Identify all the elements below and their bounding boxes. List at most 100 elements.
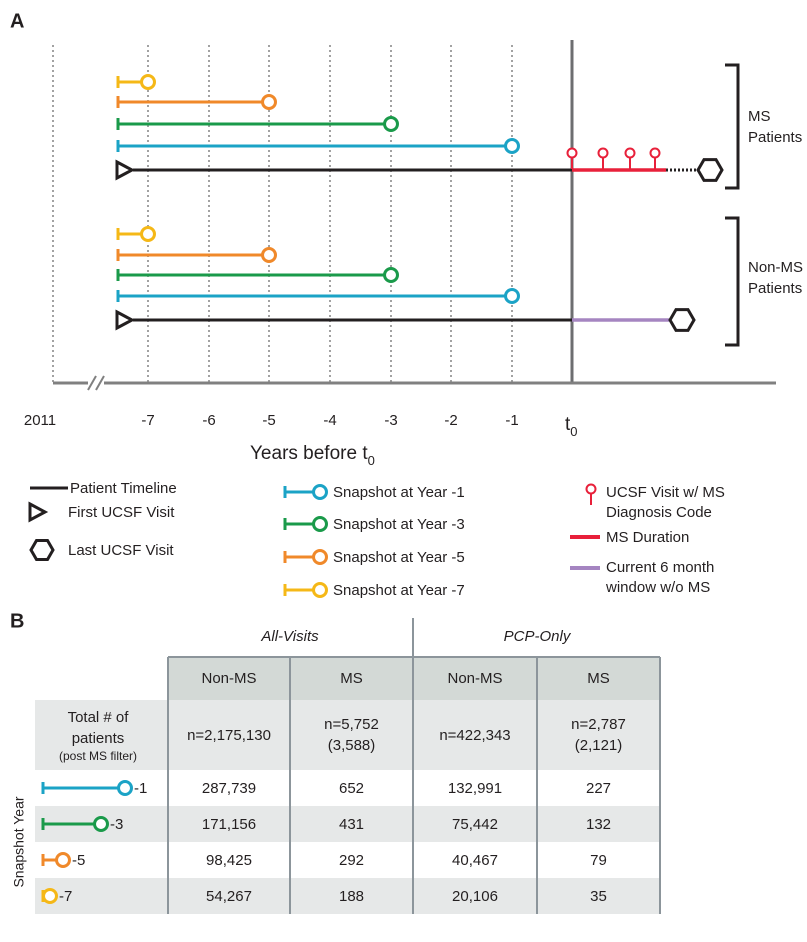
legend-text: UCSF Visit w/ MS bbox=[606, 484, 725, 501]
first-visit-icon bbox=[115, 159, 136, 181]
axis-label-main: Years before t bbox=[250, 443, 368, 464]
legend-text: MS Duration bbox=[606, 529, 689, 546]
group-label: Patients bbox=[748, 280, 802, 297]
table-cell: 292 bbox=[339, 852, 364, 869]
table-cell: 98,425 bbox=[206, 852, 252, 869]
table-cell: 75,442 bbox=[452, 816, 498, 833]
snapshot-end bbox=[383, 116, 399, 132]
axis-label-sub: 0 bbox=[368, 453, 375, 468]
table-cell: n=422,343 bbox=[439, 727, 510, 744]
column-header: Non-MS bbox=[201, 670, 256, 687]
ms-visit-pin bbox=[597, 147, 609, 159]
last-visit-icon bbox=[668, 308, 696, 332]
snapshot-end bbox=[504, 138, 520, 154]
year-label: 2011 bbox=[24, 412, 56, 429]
axis-break-gap bbox=[88, 377, 104, 389]
year-label: -5 bbox=[262, 412, 275, 429]
table-cell: (3,588) bbox=[328, 737, 376, 754]
legend-text: Diagnosis Code bbox=[606, 504, 712, 521]
table-cell: 188 bbox=[339, 888, 364, 905]
table-cell: 287,739 bbox=[202, 780, 256, 797]
snapshot-end bbox=[261, 247, 277, 263]
snapshot-end bbox=[312, 582, 328, 598]
table-cell: 40,467 bbox=[452, 852, 498, 869]
last-visit-icon bbox=[696, 158, 724, 182]
column-header: MS bbox=[340, 670, 363, 687]
snapshot-end bbox=[117, 780, 133, 796]
table-cell: 171,156 bbox=[202, 816, 256, 833]
snapshot-end bbox=[42, 888, 58, 904]
snapshot-end bbox=[261, 94, 277, 110]
column-header: Non-MS bbox=[447, 670, 502, 687]
first-visit-icon bbox=[28, 501, 49, 523]
snapshot-end bbox=[312, 549, 328, 565]
legend-text: First UCSF Visit bbox=[68, 504, 175, 521]
table-cell: 35 bbox=[590, 888, 607, 905]
table-cell: 132 bbox=[586, 816, 611, 833]
row-bg bbox=[35, 806, 660, 842]
table-cell: n=2,787 bbox=[571, 716, 626, 733]
snapshot-end bbox=[55, 852, 71, 868]
snapshot-end bbox=[140, 74, 156, 90]
table-cell: n=5,752 bbox=[324, 716, 379, 733]
table-cell: 227 bbox=[586, 780, 611, 797]
row-axis-label: Snapshot Year bbox=[11, 796, 27, 887]
table-cell: 79 bbox=[590, 852, 607, 869]
snapshot-end bbox=[383, 267, 399, 283]
year-label: -4 bbox=[323, 412, 336, 429]
table-cell: 54,267 bbox=[206, 888, 252, 905]
group-label: MS bbox=[748, 108, 771, 125]
panel-label: B bbox=[10, 610, 24, 632]
snapshot-year: -7 bbox=[59, 888, 72, 905]
group-header: All-Visits bbox=[260, 628, 319, 645]
axis-break bbox=[87, 375, 97, 391]
ms-visit-pin bbox=[585, 483, 597, 495]
group-bracket bbox=[725, 216, 740, 347]
legend-text: Snapshot at Year -1 bbox=[333, 484, 465, 501]
snapshot-end bbox=[140, 226, 156, 242]
table-cell: (2,121) bbox=[575, 737, 623, 754]
legend-text: Snapshot at Year -7 bbox=[333, 582, 465, 599]
panel-label: A bbox=[10, 10, 24, 32]
ms-visit-pin bbox=[624, 147, 636, 159]
legend-text: Snapshot at Year -3 bbox=[333, 516, 465, 533]
legend-text: Last UCSF Visit bbox=[68, 542, 174, 559]
last-visit-icon bbox=[29, 539, 55, 561]
row-label: (post MS filter) bbox=[59, 749, 137, 763]
axis-label: Years before t0 bbox=[250, 443, 375, 468]
t0-label: t0 bbox=[565, 414, 578, 439]
group-label: Patients bbox=[748, 129, 802, 146]
ms-visit-pin bbox=[649, 147, 661, 159]
snapshot-end bbox=[312, 516, 328, 532]
snapshot-end bbox=[93, 816, 109, 832]
t0-label-sub: 0 bbox=[570, 424, 577, 439]
table-cell: n=2,175,130 bbox=[187, 727, 271, 744]
year-label: -1 bbox=[505, 412, 518, 429]
first-visit-icon bbox=[115, 309, 136, 331]
year-label: -6 bbox=[202, 412, 215, 429]
total-row-bg bbox=[35, 700, 660, 770]
group-header: PCP-Only bbox=[504, 628, 572, 645]
t0-label-main: t bbox=[565, 414, 571, 435]
table-cell: 652 bbox=[339, 780, 364, 797]
column-header: MS bbox=[587, 670, 610, 687]
ms-visit-pin bbox=[566, 147, 578, 159]
legend-text: Snapshot at Year -5 bbox=[333, 549, 465, 566]
legend-text: Current 6 month bbox=[606, 559, 714, 576]
row-label: Total # of bbox=[68, 709, 130, 726]
table-cell: 132,991 bbox=[448, 780, 502, 797]
year-label: -3 bbox=[384, 412, 397, 429]
legend-text: Patient Timeline bbox=[70, 480, 177, 497]
snapshot-year: -1 bbox=[134, 780, 147, 797]
group-label: Non-MS bbox=[748, 259, 803, 276]
snapshot-year: -3 bbox=[110, 816, 123, 833]
snapshot-end bbox=[504, 288, 520, 304]
legend-text: window w/o MS bbox=[605, 579, 710, 596]
row-bg bbox=[35, 878, 660, 914]
group-bracket bbox=[725, 63, 740, 190]
snapshot-year: -5 bbox=[72, 852, 85, 869]
axis-break bbox=[95, 375, 105, 391]
table-cell: 431 bbox=[339, 816, 364, 833]
snapshot-end bbox=[312, 484, 328, 500]
